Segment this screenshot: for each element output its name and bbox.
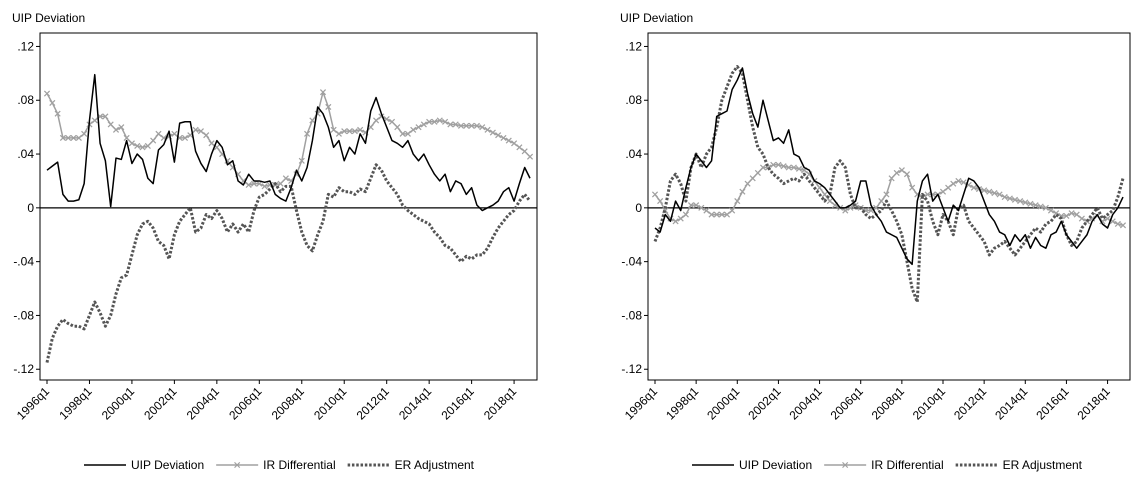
series-line: [651, 161, 1127, 229]
x-tick-label: 1998q1: [663, 384, 701, 422]
y-tick-label: 0: [27, 201, 34, 215]
panel: UIP Deviation -.12 -.08 -.04 0 .04 .08 .12 1996q…: [620, 11, 1131, 472]
x-tick-label: 2006q1: [226, 384, 264, 422]
x-tick-label: 2018q1: [1074, 384, 1112, 422]
y-tick-label: -.12: [13, 362, 34, 376]
y-tick-label: .08: [625, 93, 642, 107]
x-tick-label: 2004q1: [184, 384, 222, 422]
y-tick-label: .08: [17, 93, 34, 107]
x-tick-label: 2014q1: [992, 384, 1030, 422]
x-tick-label: 2010q1: [311, 384, 349, 422]
y-tick-label: -.04: [621, 255, 642, 269]
plot-frame: [39, 32, 538, 381]
x-tick-label: 2002q1: [745, 384, 783, 422]
legend-label: IR Differential: [263, 458, 335, 472]
x-tick-label: 2002q1: [141, 384, 179, 422]
x-tick-label: 1998q1: [56, 384, 94, 422]
series-line: [43, 89, 534, 190]
x-tick-label: 2012q1: [951, 384, 989, 422]
panel: UIP Deviation -.12 -.08 -.04 0 .04 .08 .12 1996q…: [12, 11, 538, 472]
series-line: [653, 65, 1125, 304]
y-tick-label: .04: [17, 147, 34, 161]
y-axis-title: UIP Deviation: [12, 11, 85, 25]
x-tick-label: 2006q1: [828, 384, 866, 422]
x-tick-label: 2004q1: [786, 384, 824, 422]
series-line: [654, 67, 1124, 266]
x-tick-label: 1996q1: [622, 384, 660, 422]
x-tick-label: 2000q1: [99, 384, 137, 422]
y-tick-label: .12: [17, 39, 34, 53]
x-tick-label: 2010q1: [910, 384, 948, 422]
plot-frame: [647, 32, 1131, 381]
legend-label: ER Adjustment: [1003, 458, 1083, 472]
y-axis-title: UIP Deviation: [620, 11, 693, 25]
x-tick-label: 2000q1: [704, 384, 742, 422]
y-tick-label: 0: [635, 201, 642, 215]
x-tick-label: 2012q1: [354, 384, 392, 422]
y-tick-label: -.08: [621, 308, 642, 322]
y-tick-label: -.04: [13, 255, 34, 269]
x-tick-label: 2008q1: [269, 384, 307, 422]
x-tick-label: 1996q1: [14, 384, 52, 422]
y-tick-label: .12: [625, 39, 642, 53]
x-tick-label: 2018q1: [481, 384, 519, 422]
x-tick-label: 2014q1: [396, 384, 434, 422]
legend-label: UIP Deviation: [131, 458, 204, 472]
y-tick-label: .04: [625, 147, 642, 161]
series-line: [45, 163, 532, 363]
series-line: [46, 73, 531, 212]
legend-label: UIP Deviation: [739, 458, 812, 472]
legend-label: ER Adjustment: [395, 458, 475, 472]
legend-label: IR Differential: [871, 458, 943, 472]
y-tick-label: -.12: [621, 362, 642, 376]
x-tick-label: 2016q1: [1033, 384, 1071, 422]
y-tick-label: -.08: [13, 308, 34, 322]
x-tick-label: 2008q1: [869, 384, 907, 422]
x-tick-label: 2016q1: [439, 384, 477, 422]
